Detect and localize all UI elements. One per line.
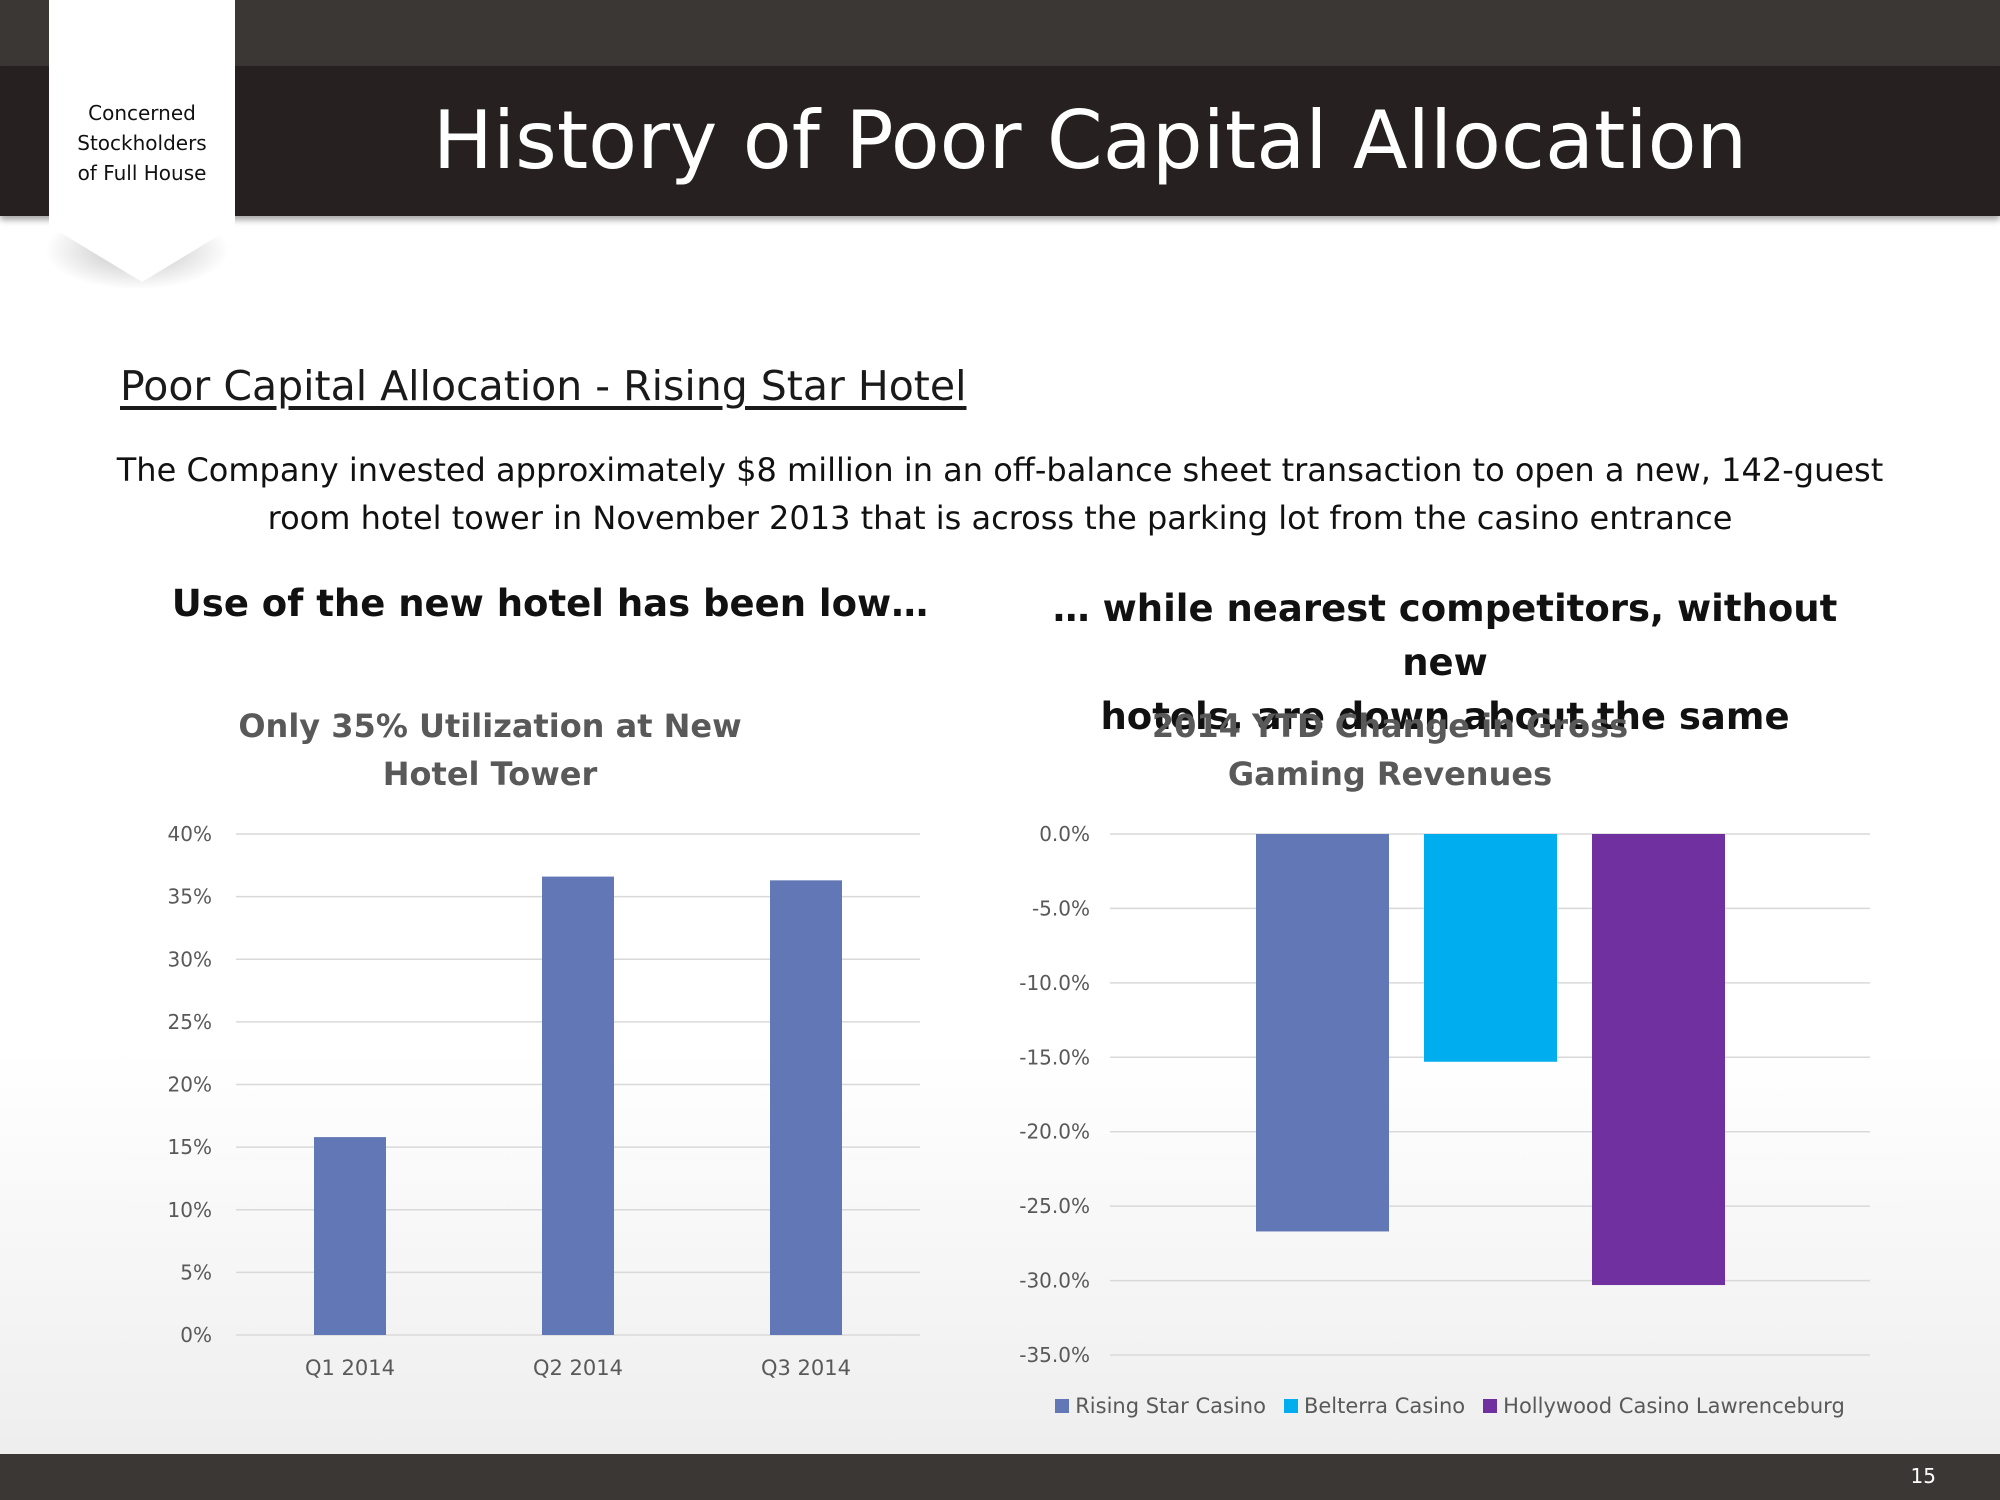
legend-item: Belterra Casino (1283, 1394, 1466, 1418)
utilization-ytick-label: 0% (180, 1323, 212, 1347)
utilization-xtick-label: Q1 2014 (305, 1356, 395, 1380)
revenue-chart-title: 2014 YTD Change in Gross Gaming Revenues (1080, 702, 1700, 798)
utilization-chart-title: Only 35% Utilization at New Hotel Tower (180, 702, 800, 798)
page-title: History of Poor Capital Allocation (432, 94, 1748, 187)
right-heading: … while nearest competitors, without new… (1020, 582, 1870, 744)
org-tag (49, 0, 235, 282)
page-number: 15 (1910, 1464, 1936, 1488)
utilization-ytick-label: 10% (168, 1198, 212, 1222)
utilization-bar (770, 880, 842, 1335)
right-heading-line-1: … while nearest competitors, without new (1052, 587, 1838, 684)
title-bar (0, 66, 2000, 216)
legend-label: Belterra Casino (1303, 1394, 1466, 1418)
utilization-bar (542, 876, 614, 1335)
revenue-chart-legend: Rising Star Casino Belterra Casino Hollywo… (1000, 1394, 1900, 1418)
revenue-bar (1424, 834, 1557, 1062)
description: The Company invested approximately $8 mi… (100, 446, 1900, 542)
legend-item: Hollywood Casino Lawrenceburg (1483, 1394, 1845, 1418)
revenue-ytick-label: -30.0% (1019, 1269, 1090, 1293)
revenue-change-chart: 0.0% -5.0% -10.0% -15.0% -20.0% -25.0% -30.0% -… (1019, 822, 1870, 1367)
utilization-xtick-label: Q3 2014 (761, 1356, 851, 1380)
right-heading-line-2: hotels, are down about the same (1100, 695, 1790, 738)
legend-label: Hollywood Casino Lawrenceburg (1503, 1394, 1845, 1418)
utilization-ytick-label: 5% (180, 1260, 212, 1284)
utilization-chart-title-line-1: Only 35% Utilization at New (238, 707, 742, 745)
revenue-chart-title-line-1: 2014 YTD Change in Gross (1151, 707, 1629, 745)
revenue-ytick-label: -10.0% (1019, 971, 1090, 995)
description-line-2: room hotel tower in November 2013 that i… (267, 499, 1733, 537)
legend-label: Rising Star Casino (1075, 1394, 1266, 1418)
revenue-ytick-label: -15.0% (1019, 1045, 1090, 1069)
revenue-bar (1256, 834, 1389, 1232)
utilization-ytick-label: 20% (168, 1073, 212, 1097)
utilization-chart: 0% 5% 10% 15% 20% 25% 30% 35% 40% Q1 2014 Q2 2014 Q… (168, 822, 920, 1380)
org-tag-line-1: Concerned (88, 101, 196, 125)
revenue-ytick-label: -20.0% (1019, 1120, 1090, 1144)
utilization-bar (314, 1137, 386, 1335)
utilization-ytick-label: 30% (168, 947, 212, 971)
left-heading: Use of the new hotel has been low… (171, 582, 929, 625)
top-strip (0, 0, 2000, 66)
legend-item: Rising Star Casino (1055, 1394, 1266, 1418)
utilization-ytick-label: 15% (168, 1135, 212, 1159)
org-tag-text: Concerned Stockholders of Full House (49, 98, 235, 188)
utilization-ytick-label: 35% (168, 885, 212, 909)
utilization-ytick-label: 40% (168, 822, 212, 846)
revenue-ytick-label: -25.0% (1019, 1194, 1090, 1218)
utilization-ytick-label: 25% (168, 1010, 212, 1034)
section-title: Poor Capital Allocation - Rising Star Ho… (120, 362, 967, 410)
revenue-chart-title-line-2: Gaming Revenues (1227, 755, 1553, 793)
revenue-ytick-label: 0.0% (1039, 822, 1090, 846)
legend-swatch (1483, 1399, 1498, 1413)
footer-bar (0, 1454, 2000, 1500)
org-tag-line-3: of Full House (77, 161, 207, 185)
legend-swatch (1055, 1399, 1070, 1413)
utilization-xtick-label: Q2 2014 (533, 1356, 623, 1380)
org-tag-line-2: Stockholders (77, 131, 207, 155)
revenue-ytick-label: -5.0% (1032, 896, 1090, 920)
revenue-bar (1592, 834, 1725, 1286)
description-line-1: The Company invested approximately $8 mi… (116, 451, 1884, 489)
revenue-ytick-label: -35.0% (1019, 1343, 1090, 1367)
utilization-chart-title-line-2: Hotel Tower (382, 755, 598, 793)
legend-swatch (1283, 1399, 1298, 1413)
